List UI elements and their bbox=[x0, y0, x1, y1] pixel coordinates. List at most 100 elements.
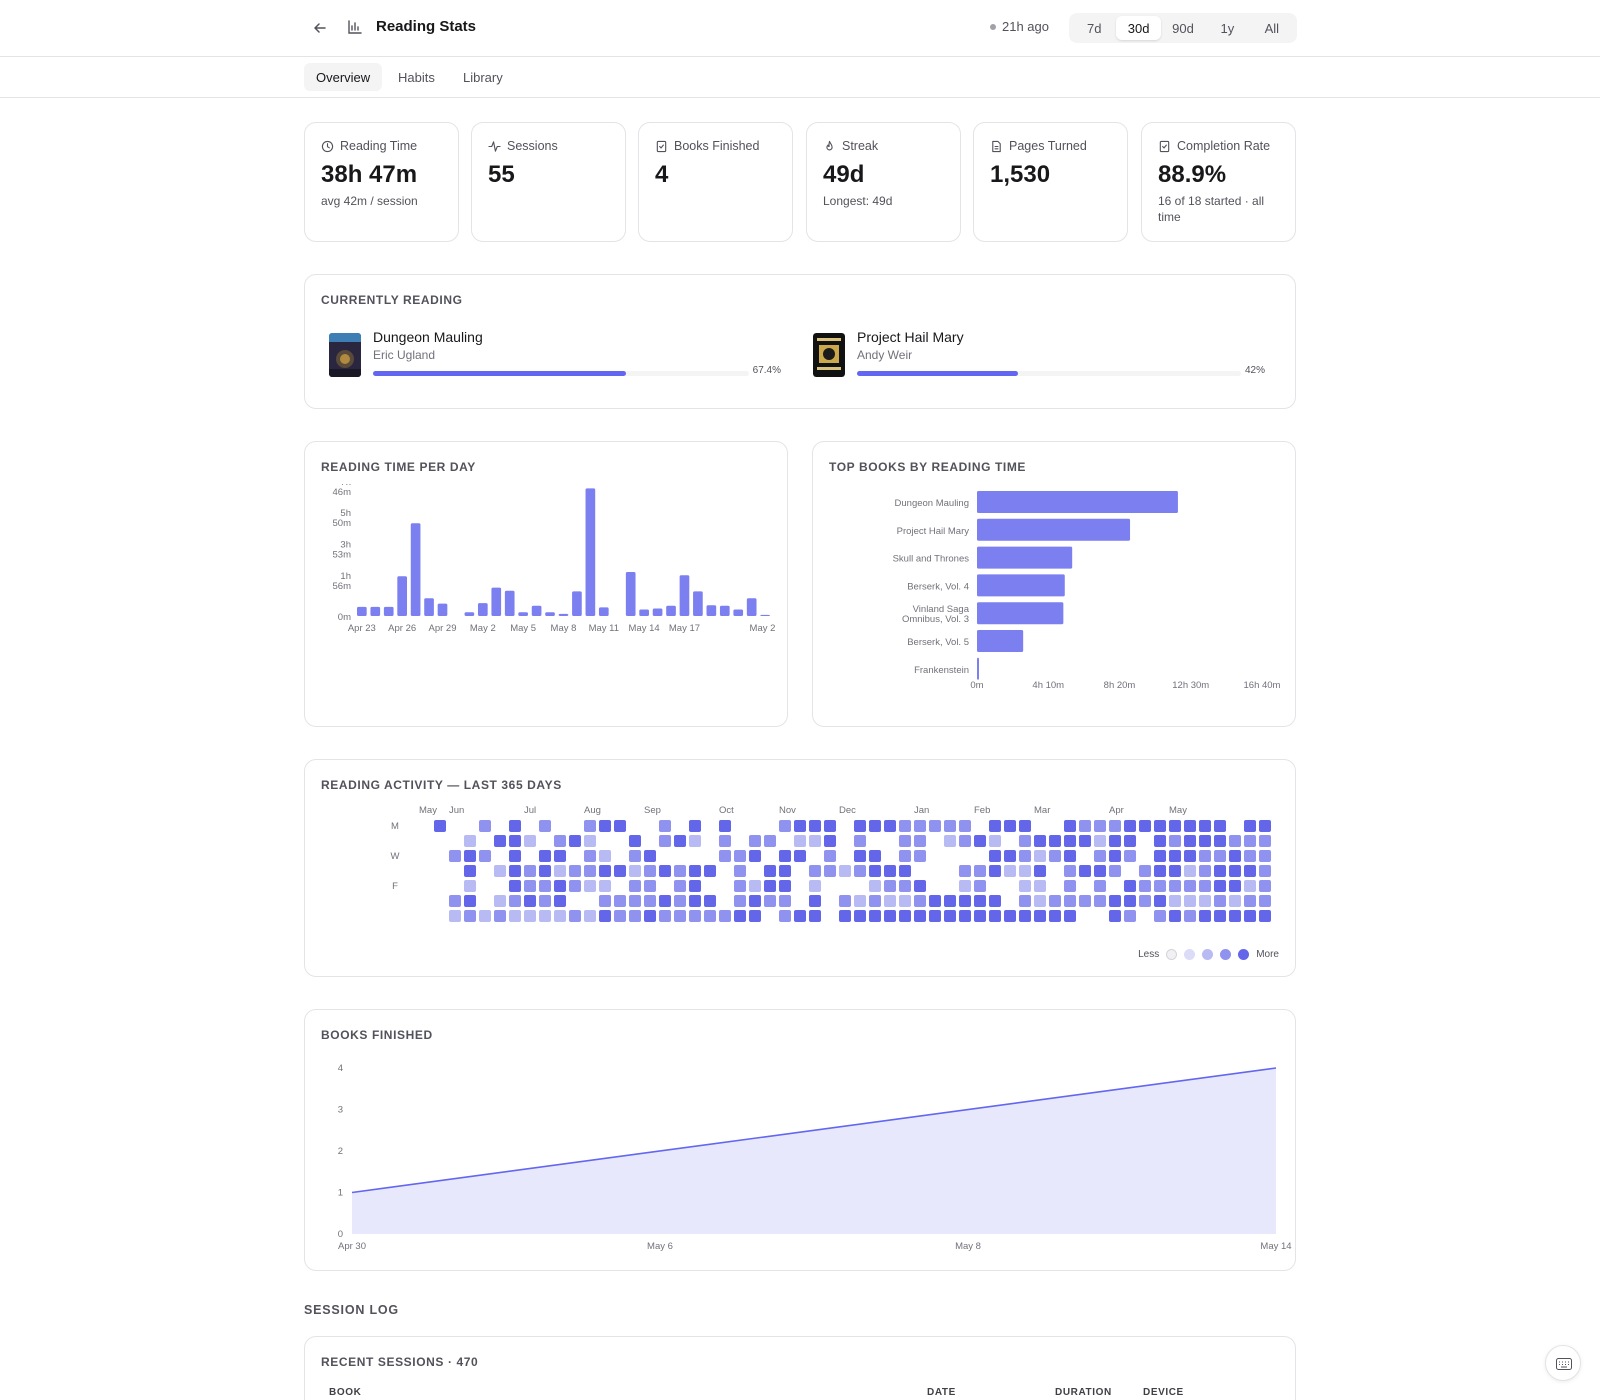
activity-cell bbox=[1184, 820, 1196, 832]
activity-cell bbox=[584, 835, 596, 847]
activity-cell bbox=[944, 820, 956, 832]
tab-overview[interactable]: Overview bbox=[304, 63, 383, 91]
range-1y-button[interactable]: 1y bbox=[1205, 16, 1249, 40]
activity-cell bbox=[1244, 850, 1256, 862]
day-bar bbox=[531, 605, 542, 616]
activity-cell bbox=[1139, 820, 1151, 832]
range-7d-button[interactable]: 7d bbox=[1072, 16, 1116, 40]
activity-cell bbox=[854, 895, 866, 907]
range-30d-button[interactable]: 30d bbox=[1116, 16, 1161, 40]
keyboard-shortcuts-button[interactable] bbox=[1545, 1345, 1581, 1381]
current-book[interactable]: Dungeon Mauling Eric Ugland 67.4% bbox=[321, 327, 781, 387]
activity-cell bbox=[449, 895, 461, 907]
heatmap-legend: Less More bbox=[1138, 949, 1279, 960]
clock-icon bbox=[321, 140, 334, 152]
day-bar bbox=[410, 523, 421, 616]
activity-cell bbox=[854, 910, 866, 922]
book-bar bbox=[977, 574, 1065, 597]
activity-cell bbox=[824, 865, 836, 877]
activity-cell bbox=[524, 895, 536, 907]
legend-level-1 bbox=[1184, 949, 1196, 960]
range-all-button[interactable]: All bbox=[1250, 16, 1294, 40]
day-bar bbox=[598, 607, 609, 616]
tab-library[interactable]: Library bbox=[451, 63, 515, 91]
stat-label: Reading Time bbox=[321, 139, 417, 153]
activity-cell bbox=[1229, 850, 1241, 862]
activity-cell bbox=[1184, 850, 1196, 862]
progress-track bbox=[857, 371, 1241, 376]
activity-cell bbox=[1079, 865, 1091, 877]
activity-cell bbox=[899, 880, 911, 892]
day-bar bbox=[424, 598, 434, 616]
activity-cell bbox=[584, 910, 596, 922]
column-header-duration[interactable]: DURATION bbox=[1055, 1387, 1112, 1398]
activity-cell bbox=[1109, 910, 1121, 922]
activity-cell bbox=[734, 895, 746, 907]
month-label: Feb bbox=[974, 805, 990, 816]
activity-cell bbox=[1124, 895, 1136, 907]
sync-status: 21h ago bbox=[990, 19, 1049, 34]
activity-cell bbox=[1199, 865, 1211, 877]
activity-cell bbox=[584, 880, 596, 892]
activity-cell bbox=[719, 835, 731, 847]
activity-cell bbox=[689, 880, 701, 892]
activity-cell bbox=[554, 880, 566, 892]
activity-cell bbox=[1004, 850, 1016, 862]
column-header-date[interactable]: DATE bbox=[927, 1387, 956, 1398]
day-bar bbox=[383, 606, 394, 616]
activity-cell bbox=[629, 895, 641, 907]
x-tick-label: 12h 30m bbox=[1172, 680, 1209, 691]
section-title: READING ACTIVITY — LAST 365 DAYS bbox=[321, 778, 562, 792]
activity-cell bbox=[779, 820, 791, 832]
back-button[interactable] bbox=[310, 18, 330, 38]
activity-cell bbox=[1034, 880, 1046, 892]
activity-cell bbox=[1184, 910, 1196, 922]
tab-habits[interactable]: Habits bbox=[386, 63, 447, 91]
range-90d-button[interactable]: 90d bbox=[1161, 16, 1205, 40]
activity-cell bbox=[464, 910, 476, 922]
x-tick-label: May 14 bbox=[629, 623, 660, 634]
activity-cell bbox=[929, 820, 941, 832]
current-book[interactable]: Project Hail Mary Andy Weir 42% bbox=[805, 327, 1265, 387]
activity-cell bbox=[1019, 880, 1031, 892]
day-bar bbox=[518, 612, 528, 616]
y-tick-label: 53m bbox=[333, 550, 352, 561]
stat-label-text: Pages Turned bbox=[1009, 139, 1087, 153]
activity-cell bbox=[899, 820, 911, 832]
column-header-device[interactable]: DEVICE bbox=[1143, 1387, 1184, 1398]
activity-cell bbox=[1034, 850, 1046, 862]
activity-cell bbox=[959, 820, 971, 832]
activity-cell bbox=[989, 895, 1001, 907]
x-tick-label: 0m bbox=[970, 680, 983, 691]
activity-cell bbox=[509, 850, 521, 862]
activity-cell bbox=[524, 865, 536, 877]
activity-cell bbox=[734, 910, 746, 922]
activity-cell bbox=[1079, 835, 1091, 847]
activity-cell bbox=[974, 880, 986, 892]
stat-value: 1,530 bbox=[990, 161, 1051, 188]
progress-fill bbox=[857, 371, 1019, 376]
legend-less-label: Less bbox=[1138, 949, 1160, 960]
activity-cell bbox=[884, 865, 896, 877]
activity-cell bbox=[509, 880, 521, 892]
month-label: Jul bbox=[524, 805, 536, 816]
book-title: Dungeon Mauling bbox=[373, 329, 483, 345]
top-books-chart-card: TOP BOOKS BY READING TIME Dungeon Maulin… bbox=[812, 441, 1296, 727]
activity-cell bbox=[1094, 820, 1106, 832]
section-title: READING TIME PER DAY bbox=[321, 460, 476, 474]
activity-cell bbox=[674, 895, 686, 907]
activity-cell bbox=[1109, 895, 1121, 907]
activity-cell bbox=[989, 835, 1001, 847]
stat-card-reading-time: Reading Time 38h 47m avg 42m / session bbox=[304, 122, 459, 242]
activity-cell bbox=[524, 910, 536, 922]
book-bar-label: Berserk, Vol. 4 bbox=[907, 581, 969, 592]
column-header-book[interactable]: BOOK bbox=[329, 1387, 362, 1398]
activity-cell bbox=[1169, 910, 1181, 922]
activity-cell bbox=[1199, 850, 1211, 862]
activity-cell bbox=[974, 910, 986, 922]
activity-cell bbox=[689, 910, 701, 922]
stat-label: Books Finished bbox=[655, 139, 759, 153]
activity-cell bbox=[1244, 910, 1256, 922]
day-bar bbox=[733, 609, 744, 616]
activity-cell bbox=[449, 850, 461, 862]
